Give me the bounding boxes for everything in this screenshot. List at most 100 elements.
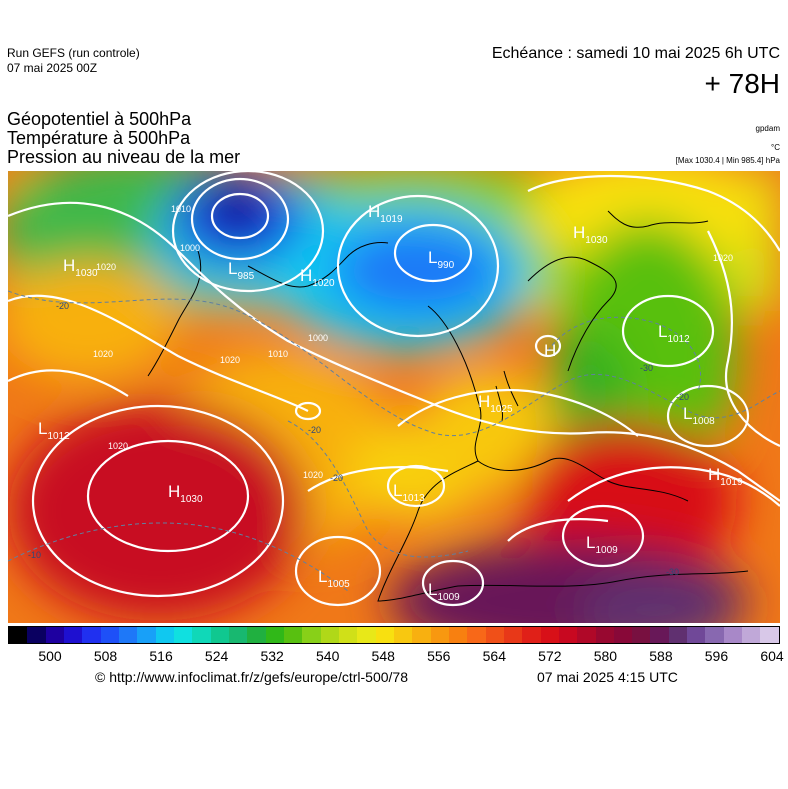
isobar-label: 1020 (93, 349, 113, 359)
colorbar-swatch (430, 627, 449, 643)
colorbar-swatch (100, 627, 119, 643)
colorbar-tick-label: 524 (204, 648, 229, 664)
colorbar-tick-label: 532 (260, 648, 284, 664)
high-pressure-center: H1020 (300, 266, 335, 289)
isotherm-label: -20 (308, 425, 321, 435)
colorbar-tick-label: 580 (593, 648, 618, 664)
colorbar-swatch (412, 627, 431, 643)
colorbar-swatch (467, 627, 486, 643)
colorbar-swatch (173, 627, 193, 643)
isotherm-label: -30 (666, 567, 679, 577)
high-pressure-center: H1030 (168, 482, 203, 505)
run-date: 07 mai 2025 00Z (7, 61, 98, 75)
colorbar-swatch (393, 627, 413, 643)
isobars (8, 171, 780, 607)
colorbar-swatch (375, 627, 394, 643)
colorbar-tick-label: 572 (538, 648, 562, 664)
isobar-label: 1010 (268, 349, 288, 359)
low-pressure-center: L1009 (428, 580, 460, 603)
low-pressure-center: L1012 (658, 322, 690, 345)
colorbar-swatch (192, 627, 211, 643)
high-pressure-center: H (544, 341, 556, 360)
colorbar-swatch (760, 627, 779, 643)
isobar-label: 1020 (220, 355, 240, 365)
isotherms (8, 290, 780, 592)
colorbar-tick-label: 540 (316, 648, 340, 664)
title-pressure: Pression au niveau de la mer (7, 147, 241, 167)
isotherm-label: -20 (330, 473, 343, 483)
colorbar-tick-label: 508 (93, 648, 118, 664)
lead-time: + 78H (704, 68, 781, 99)
colorbar-swatch (558, 627, 578, 643)
pressure-centers: H1030 L985 H1019 L990 H1020 H1030 L1012 H H1025 L… (38, 202, 743, 603)
isotherm-label: -20 (676, 392, 689, 402)
colorbar-tick-label: 588 (649, 648, 673, 664)
isobar-label: 1020 (96, 262, 116, 272)
colorbar-swatch (448, 627, 468, 643)
colorbar-tick-label: 500 (38, 648, 62, 664)
high-pressure-center: H1025 (478, 392, 513, 415)
isobar-label: 1000 (308, 333, 328, 343)
isotherm-labels: -20 -20 -20 -10 -30 -20 -30 (28, 301, 689, 577)
colorbar-swatch (632, 627, 651, 643)
low-pressure-center: L1008 (683, 404, 715, 427)
low-pressure-center: L990 (428, 248, 455, 271)
high-pressure-center: H1030 (63, 256, 98, 279)
isobar-label: 1020 (303, 470, 323, 480)
isobar-labels: 1020 1010 1000 1020 1020 1020 1010 1000 1020 1020 (93, 204, 733, 480)
high-pressure-center: H1030 (573, 223, 608, 246)
run-title: Run GEFS (run controle) (7, 46, 140, 60)
colorbar-tick-label: 556 (427, 648, 451, 664)
colorbar-tick-label: 564 (482, 648, 506, 664)
colorbar-swatch (45, 627, 64, 643)
colorbar-swatch (723, 627, 743, 643)
colorbar-swatch (302, 627, 321, 643)
colorbar-swatch (9, 627, 28, 643)
colorbar-swatch (540, 627, 559, 643)
colorbar-swatch (577, 627, 596, 643)
colorbar-swatch (687, 627, 706, 643)
colorbar-tick-label: 604 (760, 648, 784, 664)
colorbar-ticks: 500 508 516 524 532 540 548 556 564 572 580 588 596 6… (8, 648, 784, 668)
colorbar-swatch (247, 627, 266, 643)
colorbar-swatch (357, 627, 376, 643)
colorbar-swatch (155, 627, 174, 643)
colorbar-swatch (82, 627, 101, 643)
colorbar-swatch (228, 627, 248, 643)
geopotential-field (8, 171, 780, 623)
credit-url: © http://www.infoclimat.fr/z/gefs/europe… (95, 669, 409, 685)
colorbar-swatch (705, 627, 724, 643)
colorbar-swatch (595, 627, 614, 643)
low-pressure-center: L1009 (586, 533, 618, 556)
title-geopotential: Géopotentiel à 500hPa (7, 109, 192, 129)
unit-geopotential: gpdam (755, 124, 780, 133)
colorbar-swatch (613, 627, 633, 643)
weather-map: H1030 L985 H1019 L990 H1020 H1030 L1012 H H1025 L… (8, 171, 780, 623)
isobar-label: 1020 (713, 253, 733, 263)
high-pressure-center: H1019 (708, 465, 743, 488)
isotherm-label: -10 (28, 550, 41, 560)
low-pressure-center: L1013 (393, 481, 425, 504)
isotherm-label: -20 (56, 301, 69, 311)
isobar-label: 1020 (108, 441, 128, 451)
colorbar-swatch (27, 627, 46, 643)
low-pressure-center: L985 (228, 259, 255, 282)
colorbar-swatch (338, 627, 358, 643)
colorbar-swatch (503, 627, 523, 643)
forecast-valid-time: Echéance : samedi 10 mai 2025 6h UTC (491, 45, 780, 62)
colorbar-tick-label: 548 (371, 648, 395, 664)
colorbar-swatch (742, 627, 761, 643)
colorbar-swatch (283, 627, 303, 643)
colorbar-swatch (522, 627, 541, 643)
isobar-label: 1010 (171, 204, 191, 214)
low-pressure-center: L1012 (38, 419, 70, 442)
title-temperature: Température à 500hPa (7, 128, 191, 148)
pressure-minmax: [Max 1030.4 | Min 985.4] hPa (675, 156, 780, 165)
colorbar-swatch (63, 627, 83, 643)
colorbar-swatch (668, 627, 688, 643)
colorbar-swatch (265, 627, 284, 643)
low-pressure-center: L1005 (318, 567, 350, 590)
colorbar-swatch (485, 627, 504, 643)
colorbar-tick-label: 516 (149, 648, 173, 664)
colorbar-swatch (320, 627, 339, 643)
